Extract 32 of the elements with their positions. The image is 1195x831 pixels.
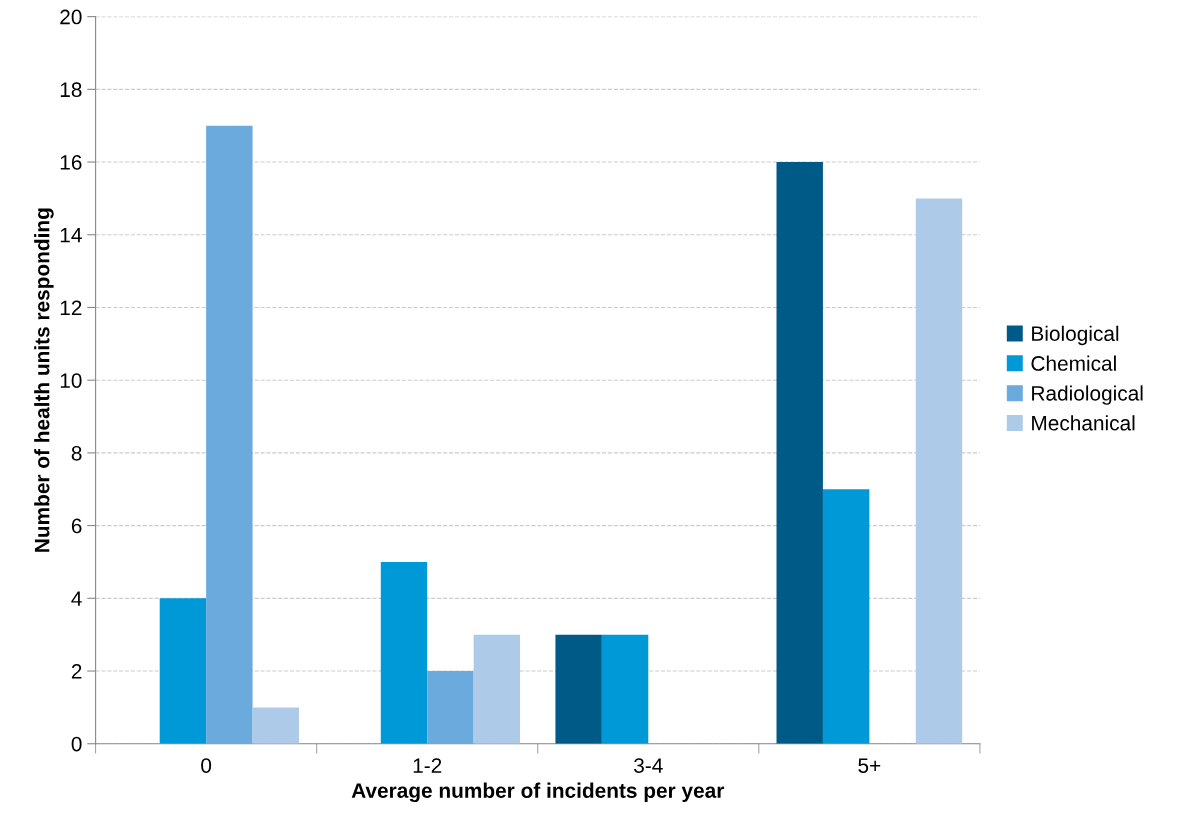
bar <box>822 489 870 744</box>
legend-label: Biological <box>1032 325 1119 346</box>
bar <box>601 634 649 744</box>
y-tick-label: 16 <box>60 155 82 170</box>
y-tick-label: 10 <box>60 373 82 388</box>
y-tick-label: 14 <box>60 227 82 243</box>
y-tick-label: 4 <box>71 591 82 606</box>
legend-label: Radiological <box>1032 385 1143 405</box>
y-tick-label: 18 <box>60 82 82 98</box>
y-tick-label: 0 <box>71 736 82 752</box>
bar <box>427 671 474 744</box>
y-tick-label: 8 <box>71 445 82 461</box>
y-tick-label: 12 <box>60 300 82 316</box>
bar <box>776 162 823 744</box>
x-tick-label: 3-4 <box>634 758 663 773</box>
bar <box>915 198 963 744</box>
bar <box>555 634 602 744</box>
x-tick-label: 5+ <box>858 758 881 773</box>
bar <box>252 707 299 744</box>
y-tick-label: 6 <box>71 518 82 534</box>
bar <box>380 561 428 744</box>
legend-label: Chemical <box>1031 355 1116 371</box>
legend-label: Mechanical <box>1032 415 1135 431</box>
x-axis-title: Average number of incidents per year <box>351 782 725 803</box>
bar <box>206 125 253 744</box>
y-axis-title: Number of health units responding <box>34 208 54 552</box>
x-tick-label: 0 <box>201 758 212 773</box>
x-tick-label: 1-2 <box>413 758 442 773</box>
y-tick-label: 2 <box>71 664 82 679</box>
y-tick-label: 20 <box>60 9 82 25</box>
bar <box>159 598 207 744</box>
bar <box>473 634 521 744</box>
